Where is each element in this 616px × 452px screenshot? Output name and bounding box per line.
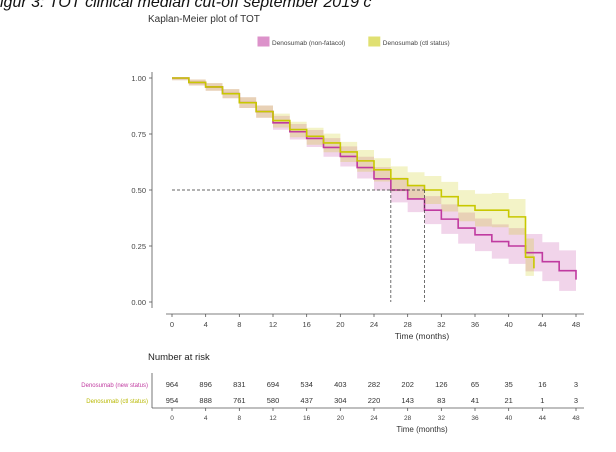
risk-cell: 65 — [471, 380, 479, 389]
risk-cell: 831 — [233, 380, 246, 389]
risk-x-tick-label: 16 — [303, 415, 311, 422]
risk-x-tick-label: 8 — [238, 415, 242, 422]
risk-cell: 694 — [267, 380, 280, 389]
risk-row-label: Denosumab (new status) — [81, 383, 148, 389]
risk-cell: 202 — [401, 380, 414, 389]
risk-cell: 761 — [233, 396, 246, 405]
survival-curve — [172, 77, 535, 269]
risk-x-tick-label: 48 — [572, 415, 580, 422]
risk-cell: 437 — [300, 396, 313, 405]
x-tick-label: 40 — [504, 320, 512, 329]
risk-cell: 1 — [540, 396, 544, 405]
y-tick-label: 0.25 — [131, 242, 146, 251]
legend-label: Denosumab (ctl status) — [383, 40, 450, 47]
x-tick-label: 4 — [204, 320, 208, 329]
risk-x-tick-label: 40 — [505, 415, 513, 422]
risk-cell: 3 — [574, 380, 578, 389]
risk-cell: 16 — [538, 380, 546, 389]
x-tick-label: 28 — [403, 320, 411, 329]
risk-cell: 888 — [199, 396, 212, 405]
x-tick-label: 8 — [237, 320, 241, 329]
legend-swatch — [368, 36, 381, 47]
risk-x-tick-label: 0 — [170, 415, 174, 422]
risk-cell: 896 — [199, 380, 212, 389]
risk-cell: 954 — [166, 396, 179, 405]
x-tick-label: 24 — [370, 320, 378, 329]
y-tick-label: 0.00 — [131, 298, 146, 307]
risk-table-title: Number at risk — [148, 352, 210, 363]
x-tick-label: 48 — [572, 320, 580, 329]
risk-cell: 3 — [574, 396, 578, 405]
y-tick-label: 1.00 — [131, 74, 146, 83]
risk-cell: 35 — [504, 380, 512, 389]
risk-cell: 41 — [471, 396, 479, 405]
risk-x-tick-label: 24 — [370, 415, 378, 422]
risk-x-tick-label: 12 — [269, 415, 277, 422]
x-tick-label: 0 — [170, 320, 174, 329]
risk-x-tick-label: 28 — [404, 415, 412, 422]
risk-x-axis-title: Time (months) — [396, 425, 448, 434]
risk-cell: 83 — [437, 396, 445, 405]
risk-cell: 964 — [166, 380, 179, 389]
risk-x-tick-label: 44 — [539, 415, 547, 422]
risk-x-tick-label: 20 — [337, 415, 345, 422]
risk-x-tick-label: 32 — [438, 415, 446, 422]
x-tick-label: 44 — [538, 320, 546, 329]
risk-cell: 580 — [267, 396, 280, 405]
risk-cell: 282 — [368, 380, 381, 389]
confidence-band — [172, 78, 576, 301]
confidence-band — [172, 78, 534, 288]
y-tick-label: 0.75 — [131, 130, 146, 139]
risk-cell: 21 — [504, 396, 512, 405]
figure-caption: igur 3: TOT clinical median cut-off sept… — [0, 0, 372, 11]
x-tick-label: 36 — [471, 320, 479, 329]
risk-cell: 403 — [334, 380, 347, 389]
risk-x-tick-label: 4 — [204, 415, 208, 422]
risk-cell: 220 — [368, 396, 381, 405]
x-axis-title: Time (months) — [395, 331, 450, 341]
risk-cell: 534 — [300, 380, 313, 389]
legend-swatch — [257, 36, 270, 47]
chart-title: Kaplan-Meier plot of TOT — [148, 14, 260, 25]
risk-row-label: Denosumab (ctl status) — [86, 399, 148, 405]
legend-label: Denosumab (non-fatacol) — [272, 40, 345, 47]
risk-cell: 304 — [334, 396, 347, 405]
x-tick-label: 20 — [336, 320, 344, 329]
x-tick-label: 16 — [302, 320, 310, 329]
x-tick-label: 32 — [437, 320, 445, 329]
risk-cell: 143 — [401, 396, 414, 405]
risk-x-tick-label: 36 — [471, 415, 479, 422]
risk-cell: 126 — [435, 380, 448, 389]
x-tick-label: 12 — [269, 320, 277, 329]
y-tick-label: 0.50 — [131, 186, 146, 195]
